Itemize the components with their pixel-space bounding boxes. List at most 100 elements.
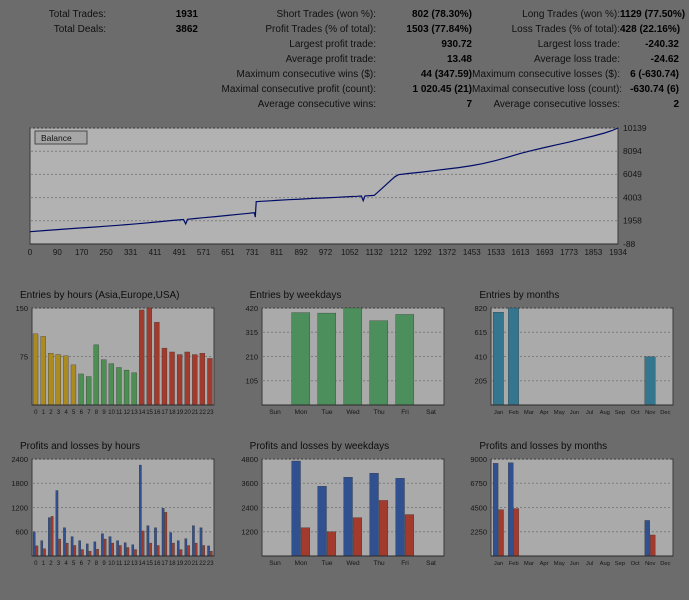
svg-text:3: 3 xyxy=(57,410,61,416)
svg-text:820: 820 xyxy=(475,304,488,313)
svg-text:Sun: Sun xyxy=(269,409,281,416)
stat-label: Largest profit trade: xyxy=(289,39,376,50)
svg-text:Jan: Jan xyxy=(494,561,503,567)
svg-text:10: 10 xyxy=(108,561,115,567)
svg-text:0: 0 xyxy=(34,561,38,567)
svg-text:16: 16 xyxy=(154,561,161,567)
stat-value xyxy=(106,97,198,112)
stats-row: Total Deals: 3862 Profit Trades (% of tot… xyxy=(6,22,681,37)
svg-text:21: 21 xyxy=(192,561,199,567)
stat-value: 7 xyxy=(466,99,472,110)
svg-text:20: 20 xyxy=(184,410,191,416)
svg-text:411: 411 xyxy=(149,248,162,257)
summary-stats-table: Total Trades: 1931 Short Trades (won %): 8… xyxy=(0,0,689,112)
svg-text:9: 9 xyxy=(102,410,106,416)
stat-value: 3862 xyxy=(175,24,198,35)
svg-text:Wed: Wed xyxy=(346,560,360,567)
svg-text:8094: 8094 xyxy=(623,146,642,156)
pnl-by-months-chart: Profits and losses by months 2250 4500 675… xyxy=(465,441,683,574)
svg-text:1958: 1958 xyxy=(623,216,642,226)
svg-text:571: 571 xyxy=(197,248,211,257)
svg-text:1533: 1533 xyxy=(487,248,505,257)
svg-text:1200: 1200 xyxy=(241,528,258,537)
svg-text:1934: 1934 xyxy=(609,248,627,257)
svg-text:972: 972 xyxy=(319,248,333,257)
svg-text:Nov: Nov xyxy=(645,561,655,567)
svg-text:150: 150 xyxy=(15,304,28,313)
entries-by-hours-chart: Entries by hours (Asia,Europe,USA) 75 150… xyxy=(6,290,224,423)
svg-text:21: 21 xyxy=(192,410,199,416)
pnl-by-months-plot-mount: 2250 4500 6750 9000 Jan Feb Mar Apr May Jun Jul Aug… xyxy=(465,454,683,574)
svg-text:1: 1 xyxy=(42,410,46,416)
svg-text:210: 210 xyxy=(245,352,258,361)
svg-text:11: 11 xyxy=(116,410,123,416)
pnl-by-weekdays-chart: Profits and losses by weekdays 1200 2400 3… xyxy=(236,441,454,574)
svg-text:Jun: Jun xyxy=(570,410,579,416)
chart-title: Profits and losses by hours xyxy=(20,441,141,452)
svg-text:615: 615 xyxy=(475,328,488,337)
chart-title: Entries by months xyxy=(479,290,560,301)
svg-text:14: 14 xyxy=(139,410,146,416)
pnl-by-hours-plot-mount: 600 1200 1800 2400 0 1 2 3 4 5 6 7 8 9 10 11 12 13 14 15 16 1… xyxy=(6,454,224,574)
svg-text:13: 13 xyxy=(131,410,138,416)
svg-text:May: May xyxy=(554,561,565,567)
stat-label xyxy=(6,52,106,67)
svg-text:600: 600 xyxy=(15,528,28,537)
svg-text:Feb: Feb xyxy=(509,561,519,567)
svg-text:17: 17 xyxy=(161,561,168,567)
svg-text:0: 0 xyxy=(28,248,33,257)
stat-label xyxy=(6,37,106,52)
svg-text:Tue: Tue xyxy=(321,409,332,416)
svg-text:Apr: Apr xyxy=(540,561,549,567)
entries-by-months-plot-mount: 205 410 615 820 Jan Feb Mar Apr May Jun Jul Aug Sep O… xyxy=(465,303,683,423)
svg-text:2: 2 xyxy=(49,410,53,416)
svg-text:Mon: Mon xyxy=(294,409,307,416)
svg-text:1853: 1853 xyxy=(584,248,602,257)
stat-label: Maximum consecutive losses ($): xyxy=(472,69,620,80)
svg-text:Balance: Balance xyxy=(41,133,72,143)
svg-text:Fri: Fri xyxy=(401,409,409,416)
entries-by-weekdays-chart: Entries by weekdays 105 210 315 420 Sun Mon Tu… xyxy=(236,290,454,423)
svg-text:Mon: Mon xyxy=(294,560,307,567)
svg-text:2400: 2400 xyxy=(241,503,258,512)
svg-text:75: 75 xyxy=(20,352,28,361)
stat-label xyxy=(6,97,106,112)
stat-value xyxy=(106,37,198,52)
svg-text:Tue: Tue xyxy=(321,560,332,567)
stat-label: Average consecutive wins: xyxy=(257,99,376,110)
svg-text:10: 10 xyxy=(108,410,115,416)
svg-text:6750: 6750 xyxy=(471,479,488,488)
stat-value: 1931 xyxy=(175,9,198,20)
svg-text:Apr: Apr xyxy=(540,410,549,416)
svg-text:Sat: Sat xyxy=(426,409,436,416)
svg-text:Wed: Wed xyxy=(346,409,360,416)
svg-text:3600: 3600 xyxy=(241,479,258,488)
svg-text:811: 811 xyxy=(270,248,283,257)
svg-text:4800: 4800 xyxy=(241,455,258,464)
svg-text:6049: 6049 xyxy=(623,169,642,179)
svg-text:7: 7 xyxy=(87,410,91,416)
entries-by-weekdays-plot-mount: 105 210 315 420 Sun Mon Tue Wed Thu Fri Sat xyxy=(236,303,454,423)
svg-text:331: 331 xyxy=(124,248,138,257)
svg-text:17: 17 xyxy=(161,410,168,416)
svg-text:2: 2 xyxy=(49,561,53,567)
svg-text:4003: 4003 xyxy=(623,192,642,202)
svg-text:Feb: Feb xyxy=(509,410,519,416)
stat-label: Average profit trade: xyxy=(285,54,376,65)
svg-text:5: 5 xyxy=(72,410,76,416)
svg-text:18: 18 xyxy=(169,410,176,416)
svg-text:1052: 1052 xyxy=(341,248,359,257)
svg-text:315: 315 xyxy=(245,328,258,337)
chart-plot-2: 105 210 315 420 Sun Mon Tue Wed Thu Fri Sat xyxy=(245,304,445,416)
stat-label: Long Trades (won %): xyxy=(522,9,620,20)
svg-text:1: 1 xyxy=(42,561,46,567)
svg-text:Nov: Nov xyxy=(645,410,655,416)
stat-value xyxy=(106,52,198,67)
svg-text:Mar: Mar xyxy=(524,561,534,567)
stats-row: Total Trades: 1931 Short Trades (won %): 8… xyxy=(6,7,685,22)
stat-value: -630.74 (6) xyxy=(630,84,679,95)
svg-text:1212: 1212 xyxy=(390,248,408,257)
svg-text:Sun: Sun xyxy=(269,560,281,567)
svg-text:3: 3 xyxy=(57,561,61,567)
svg-text:420: 420 xyxy=(245,304,258,313)
